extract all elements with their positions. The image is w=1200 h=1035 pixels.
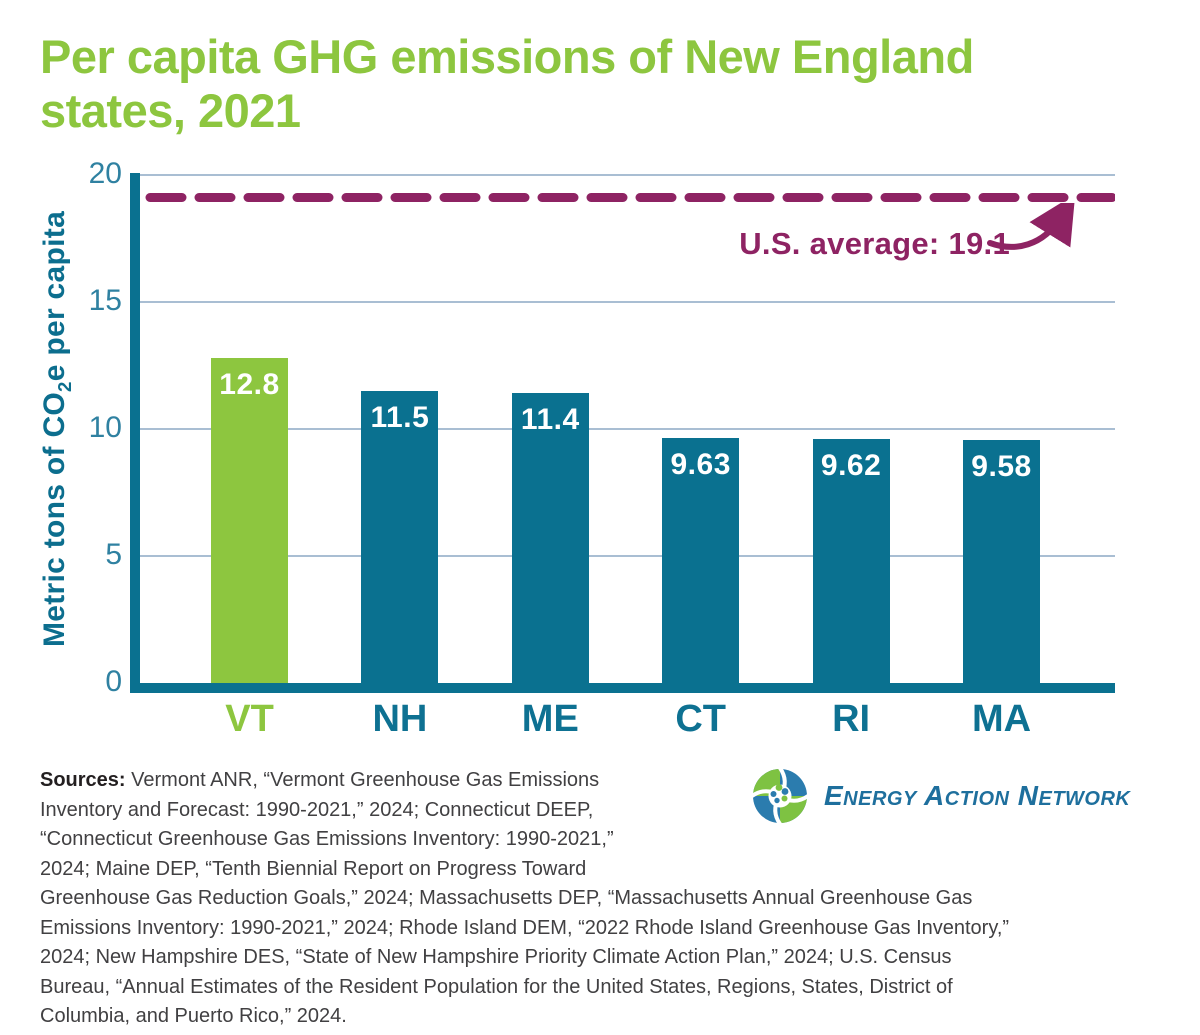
bar-value-vt: 12.8 bbox=[219, 367, 280, 401]
bar-nh bbox=[361, 390, 439, 683]
x-label-vt: VT bbox=[225, 698, 274, 740]
us-average-label: U.S. average: 19.1 bbox=[739, 226, 1010, 261]
sources-line-4: 2024; Maine DEP, “Tenth Biennial Report … bbox=[40, 857, 587, 880]
bar-ri bbox=[812, 438, 890, 683]
gridline-15 bbox=[140, 301, 1115, 303]
sources-line-3: “Connecticut Greenhouse Gas Emissions In… bbox=[40, 828, 614, 850]
bar-value-me: 11.4 bbox=[520, 403, 580, 437]
sources-line-9: Columbia, and Puerto Rico,” 2024. bbox=[40, 1005, 347, 1027]
bar-value-ri: 9.62 bbox=[820, 448, 882, 482]
sources-line-2: Inventory and Forecast: 1990-2021,” 2024… bbox=[40, 798, 594, 821]
chart-title-line1: Per capita GHG emissions of New England bbox=[40, 30, 974, 83]
x-axis bbox=[130, 683, 1115, 693]
sources-block: Sources: Vermont ANR, “Vermont Greenhous… bbox=[40, 766, 1170, 1032]
gridline-10 bbox=[140, 428, 1115, 430]
bar-value-ct: 9.63 bbox=[670, 448, 731, 482]
energy-action-network-logo: Energy Action Network bbox=[748, 764, 1130, 828]
bar-ma bbox=[963, 439, 1040, 683]
chart-title: Per capita GHG emissions of New England … bbox=[40, 30, 1190, 138]
y-axis-title-sub: 2 bbox=[54, 381, 75, 392]
ean-pinwheel-icon bbox=[750, 766, 810, 826]
bar-vt bbox=[211, 357, 288, 683]
sources-label: Sources: bbox=[40, 769, 132, 791]
x-label-ri: RI bbox=[832, 698, 871, 740]
y-tick-0: 0 bbox=[105, 665, 122, 698]
x-label-nh: NH bbox=[372, 698, 428, 740]
chart-title-line2: states, 2021 bbox=[40, 84, 301, 137]
y-axis-title-pre: Metric tons of CO bbox=[38, 391, 71, 648]
y-axis-title: Metric tons of CO2e per capita bbox=[38, 211, 76, 647]
y-tick-15: 15 bbox=[88, 284, 122, 317]
logo-wordmark: Energy Action Network bbox=[824, 780, 1131, 811]
gridline-5 bbox=[140, 555, 1115, 557]
y-tick-5: 5 bbox=[105, 538, 122, 571]
us-average-dashed-line bbox=[145, 193, 1115, 202]
bar-value-ma: 9.58 bbox=[971, 449, 1032, 483]
y-axis bbox=[130, 173, 140, 693]
y-tick-10: 10 bbox=[88, 411, 122, 444]
bar-ct bbox=[662, 438, 740, 683]
x-label-me: ME bbox=[521, 698, 579, 740]
sources-line-6: Emissions Inventory: 1990-2021,” 2024; R… bbox=[40, 916, 1010, 939]
sources-line-5: Greenhouse Gas Reduction Goals,” 2024; M… bbox=[40, 887, 973, 909]
sources-line-1: Sources: Vermont ANR, “Vermont Greenhous… bbox=[40, 769, 600, 791]
bar-value-nh: 11.5 bbox=[370, 400, 430, 434]
y-tick-20: 20 bbox=[88, 157, 122, 190]
x-label-ct: CT bbox=[675, 698, 727, 740]
gridline-20 bbox=[140, 174, 1115, 176]
x-label-ma: MA bbox=[971, 698, 1032, 740]
sources-line-8: Bureau, “Annual Estimates of the Residen… bbox=[40, 975, 953, 998]
bar-me bbox=[511, 393, 589, 683]
us-average-arrow-icon bbox=[987, 203, 1076, 250]
y-axis-title-post: e per capita bbox=[38, 210, 71, 382]
sources-line-7: 2024; New Hampshire DES, “State of New H… bbox=[40, 946, 952, 968]
